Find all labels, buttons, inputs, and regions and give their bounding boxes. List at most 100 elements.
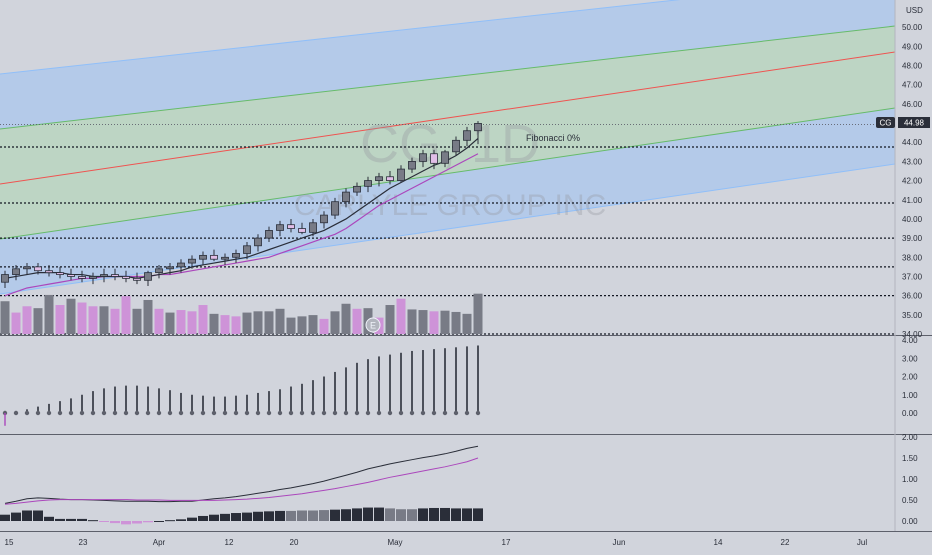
candle-body [397, 168, 405, 181]
volume-bar [264, 311, 274, 334]
histogram-dot [310, 410, 316, 416]
candle-body [67, 274, 75, 277]
volume-bar [33, 308, 43, 334]
candle-body [386, 176, 394, 181]
volume-bar [110, 308, 120, 334]
volume-bar [297, 316, 307, 334]
histogram-dot [442, 410, 448, 416]
macd-line [4, 445, 479, 504]
candle-body [276, 224, 284, 231]
pane-separators [0, 0, 932, 532]
macd-bar [396, 509, 406, 521]
histogram-dot [299, 410, 305, 416]
candle-body [133, 277, 141, 281]
candle-body [265, 230, 273, 239]
channel-mid-line [0, 51, 896, 185]
histogram-dot [134, 410, 140, 416]
macd-bar [187, 517, 197, 521]
channel-top-line [0, 0, 681, 75]
volume-bar [66, 298, 76, 334]
candle-body [419, 153, 427, 162]
histogram-dot [112, 410, 118, 416]
histogram-dot [277, 410, 283, 416]
histogram-dot [57, 410, 63, 416]
volume-bar [22, 306, 32, 334]
candle-body [430, 153, 438, 164]
macd-bar [253, 511, 263, 521]
histogram-dot [233, 410, 239, 416]
volume-bar [418, 310, 428, 334]
time-tick-label: Jul [857, 538, 867, 547]
indicator1-tick-label: 4.00 [902, 336, 918, 345]
price-tick-label: 39.00 [902, 234, 923, 243]
macd-bar [44, 516, 54, 521]
volume-bar [99, 306, 109, 334]
candle-body [408, 161, 416, 170]
earnings-marker[interactable]: E [365, 317, 381, 333]
channel-lower-band [0, 108, 895, 294]
macd-bar [77, 518, 87, 521]
channel-lower-inner-line [0, 107, 896, 240]
time-tick-label: 20 [290, 538, 299, 547]
candle-body [232, 253, 240, 258]
time-tick-label: 12 [225, 538, 234, 547]
volume-bar [176, 310, 186, 334]
macd-bar [451, 508, 461, 521]
candle-body [1, 274, 9, 283]
price-tick-label: 34.00 [902, 330, 923, 339]
time-tick-label: 23 [79, 538, 88, 547]
time-axis: 15 23 Apr 12 20 May 17 Jun 14 22 Jul [5, 538, 868, 547]
candle-body [221, 256, 229, 260]
macd-bar [0, 514, 10, 521]
macd-bar [385, 508, 395, 521]
candle-body [441, 151, 449, 164]
histogram-dot [420, 410, 426, 416]
indicator1-tick-label: 3.00 [902, 354, 918, 363]
macd-bar [88, 520, 98, 522]
symbol-tag-label: CG [880, 119, 892, 128]
candle-body [353, 185, 361, 193]
indicator2-tick-label: 0.50 [902, 496, 918, 505]
volume-bar [187, 311, 197, 334]
last-price-marker: CG 44.98 [876, 117, 930, 128]
candle-body [111, 274, 119, 277]
indicator-histogram [2, 345, 481, 426]
macd-bar [330, 509, 340, 521]
histogram-dot [46, 410, 52, 416]
volume-bars [0, 293, 483, 334]
indicator1-tick-label: 0.00 [902, 409, 918, 418]
macd-bar [363, 507, 373, 521]
volume-bar [44, 294, 54, 334]
histogram-dot [431, 410, 437, 416]
price-tick-label: 38.00 [902, 253, 923, 262]
macd-bar [165, 520, 175, 522]
macd-bar [407, 509, 417, 521]
indicator2-tick-label: 0.00 [902, 517, 918, 526]
volume-bar [165, 312, 175, 334]
histogram-dot [200, 410, 206, 416]
volume-bar [77, 302, 87, 334]
time-tick-label: 14 [714, 538, 723, 547]
volume-bar [121, 296, 131, 334]
price-tick-label: 35.00 [902, 311, 923, 320]
candle-body [199, 254, 207, 260]
macd-bar [308, 510, 318, 521]
time-tick-label: Jun [613, 538, 626, 547]
fib-label: Fibonacci 0% [526, 133, 580, 143]
macd-bar [55, 518, 65, 521]
earnings-badge-label: E [370, 321, 376, 331]
candle-body [144, 272, 152, 281]
macd-bar [198, 515, 208, 521]
histogram-dot [266, 410, 272, 416]
histogram-dot [35, 410, 41, 416]
indicator1-tick-label: 2.00 [902, 373, 918, 382]
histogram-dot [244, 410, 250, 416]
macd-bar [209, 514, 219, 521]
macd-bar [33, 510, 43, 521]
candle-body [364, 180, 372, 187]
time-tick-label: 15 [5, 538, 14, 547]
macd-bar [220, 513, 230, 521]
macd-bar [11, 512, 21, 521]
